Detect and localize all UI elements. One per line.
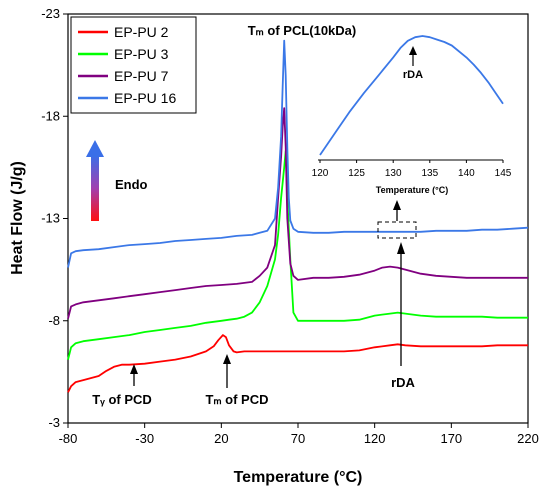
rda-dashed-box (377, 221, 417, 239)
inset-x-tick-label: 140 (458, 168, 475, 179)
x-tick-label: 170 (440, 431, 462, 446)
y-tick-label: -8 (48, 313, 60, 328)
x-tick-label: 70 (291, 431, 305, 446)
x-tick-label: -30 (135, 431, 154, 446)
rda-main-label: rDA (391, 375, 415, 390)
legend-label-ep-pu-16: EP-PU 16 (114, 90, 176, 106)
inset-x-tick-label: 125 (348, 168, 365, 179)
series-line-ep-pu-2 (67, 334, 528, 393)
tm-pcd-marker: Tₘ of PCD (206, 354, 269, 407)
legend-label-ep-pu-2: EP-PU 2 (114, 24, 169, 40)
tg-pcd-marker: Tᵧ of PCD (92, 364, 152, 407)
inset-x-tick-label: 130 (385, 168, 402, 179)
y-axis-label: Heat Flow (J/g) (9, 161, 26, 275)
series-line-ep-pu-7 (67, 107, 528, 319)
rda-box-arrow-head (393, 200, 401, 210)
inset-series-line (319, 35, 504, 156)
y-tick-label: -18 (41, 108, 60, 123)
x-tick-label: 220 (517, 431, 539, 446)
legend-label-ep-pu-7: EP-PU 7 (114, 68, 169, 84)
legend-label-ep-pu-3: EP-PU 3 (114, 46, 169, 62)
inset-x-tick-label: 145 (495, 168, 512, 179)
inset-x-axis-label: Temperature (°C) (376, 185, 448, 195)
inset-chart: 120 125 130 135 140 145 Temperature (°C) rDA (312, 35, 512, 195)
endo-arrow-shaft (91, 155, 99, 221)
x-axis-label: Temperature (°C) (234, 469, 363, 486)
rda-main-arrow-head (397, 242, 405, 254)
endo-arrow-head (86, 140, 104, 157)
tg-pcd-label: Tᵧ of PCD (92, 392, 152, 407)
tm-pcd-arrow-head (223, 354, 231, 364)
x-axis-ticks: -80 -30 20 70 120 170 220 (59, 423, 539, 446)
tm-pcl-label: Tₘ of PCL(10kDa) (248, 23, 357, 38)
inset-x-tick-label: 120 (312, 168, 329, 179)
y-tick-label: -3 (48, 415, 60, 430)
inset-x-ticks: 120 125 130 135 140 145 (312, 160, 512, 179)
y-tick-label: -13 (41, 211, 60, 226)
legend: EP-PU 2 EP-PU 3 EP-PU 7 EP-PU 16 (70, 16, 197, 114)
series-line-ep-pu-16 (67, 39, 529, 268)
y-axis-ticks: -3 -8 -13 -18 -23 (41, 6, 68, 430)
tg-pcd-arrow-head (130, 364, 138, 374)
inset-x-tick-label: 135 (421, 168, 438, 179)
x-tick-label: -80 (59, 431, 78, 446)
inset-rda-label: rDA (403, 69, 423, 81)
x-tick-label: 120 (364, 431, 386, 446)
x-tick-label: 20 (214, 431, 228, 446)
series-line-ep-pu-3 (67, 150, 528, 360)
y-tick-label: -23 (41, 6, 60, 21)
tm-pcd-label: Tₘ of PCD (206, 392, 269, 407)
series-lines (67, 39, 529, 393)
inset-rda-arrow-head (409, 46, 417, 55)
rda-marker: rDA (377, 200, 417, 390)
endo-indicator: Endo (86, 140, 148, 221)
endo-label: Endo (115, 177, 148, 192)
